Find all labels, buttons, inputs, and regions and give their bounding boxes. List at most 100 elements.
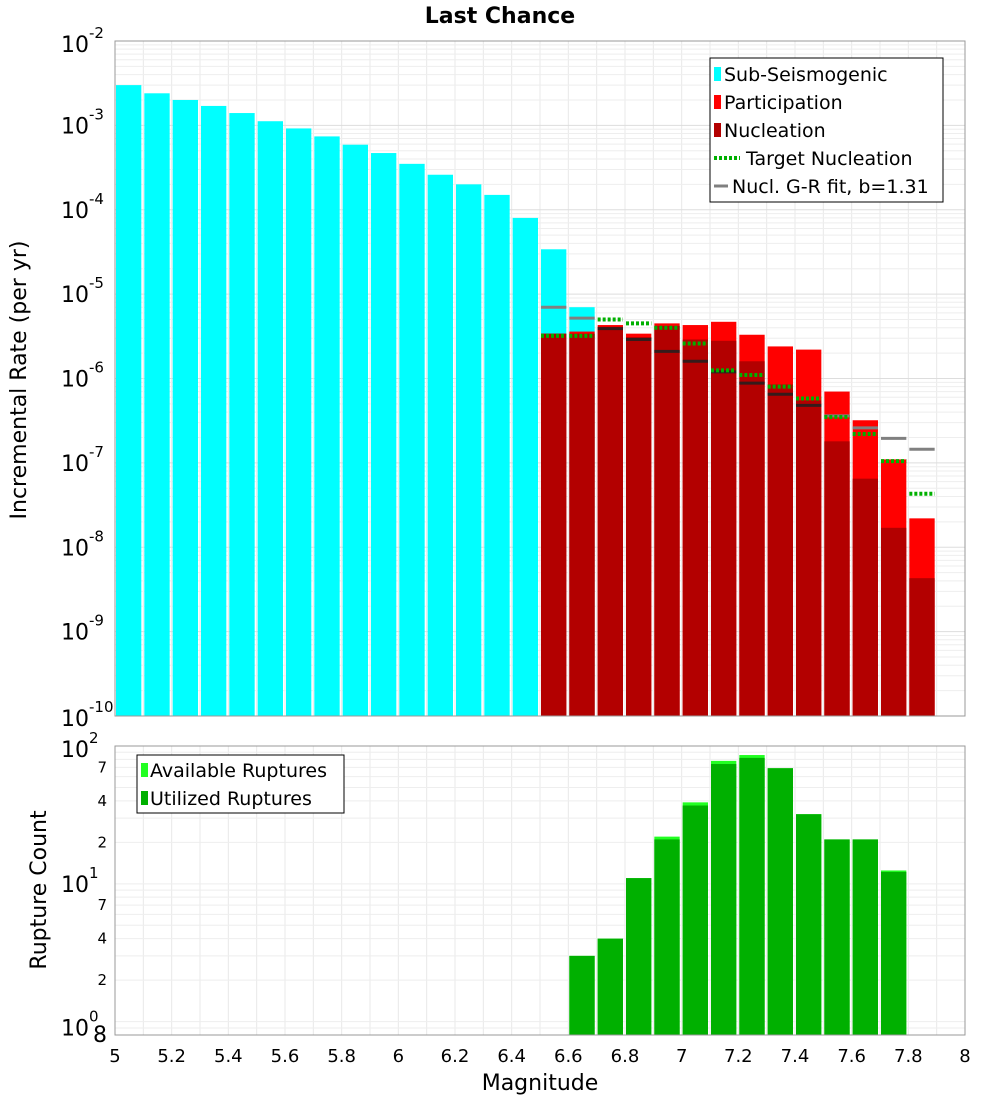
legend-utilized-swatch	[141, 791, 148, 805]
legend-entry: Utilized Ruptures	[150, 788, 312, 810]
legend-entry: Nucl. G-R fit, b=1.31	[732, 176, 929, 198]
sub-seismogenic-bar	[116, 85, 142, 716]
utilized-ruptures-bar	[597, 938, 623, 1035]
top-y-tick-label-base: 10	[61, 536, 89, 561]
bottom-y-tick-label-base: 10	[61, 738, 89, 763]
sub-seismogenic-bar	[286, 128, 312, 716]
x-tick-label: 7.8	[894, 1046, 923, 1067]
bottom-y-tick-label-exponent: 2	[89, 729, 99, 747]
nucleation-bar	[739, 361, 765, 716]
bottom-y-minor-tick-label: 2	[97, 833, 107, 851]
legend-entry: Sub-Seismogenic	[724, 64, 888, 86]
x-tick-label: 5	[109, 1046, 120, 1067]
bottom-y-minor-tick-label: 7	[97, 758, 107, 776]
top-y-tick-label-exponent: -3	[89, 105, 104, 123]
bottom-legend-box	[136, 754, 345, 814]
x-axis-label: Magnitude	[482, 1071, 599, 1096]
sub-seismogenic-bar	[201, 105, 227, 717]
utilized-ruptures-bar	[711, 764, 737, 1035]
utilized-ruptures-bar	[852, 839, 878, 1035]
sub-seismogenic-bar	[456, 184, 482, 717]
top-y-tick-label: 10 -10	[61, 698, 114, 732]
utilized-ruptures-bar	[767, 768, 793, 1035]
x-tick-label: 5.4	[214, 1046, 243, 1067]
x-tick-label: 8	[959, 1046, 970, 1067]
top-y-tick-label-exponent: -2	[89, 24, 104, 42]
legend-participation-swatch	[714, 95, 721, 109]
sub-seismogenic-bar	[484, 194, 510, 716]
sub-seismogenic-bar	[257, 121, 283, 716]
nucleation-bar	[796, 400, 822, 716]
legend-nucleation-swatch	[714, 123, 721, 137]
bottom-y-tick-label: 10 1	[61, 864, 99, 898]
top-y-tick-label: 10 -5	[61, 274, 104, 308]
top-y-tick-label: 10 -9	[61, 612, 104, 646]
top-legend: Sub-Seismogenic Participation Nucleation Ta…	[709, 57, 944, 203]
nucleation-bar	[626, 337, 652, 716]
top-y-tick-label: 10 -3	[61, 105, 104, 139]
sub-seismogenic-bar	[172, 99, 198, 717]
bottom-y-minor-tick-label: 7	[97, 896, 107, 914]
utilized-ruptures-bar	[654, 839, 680, 1035]
utilized-ruptures-bar	[881, 871, 907, 1035]
sub-seismogenic-bar	[144, 93, 170, 716]
sub-seismogenic-bar	[229, 113, 255, 716]
top-y-tick-label-base: 10	[61, 368, 89, 393]
top-y-tick-label: 10 -2	[61, 24, 104, 58]
utilized-ruptures-bar	[739, 757, 765, 1035]
top-plot-frame	[114, 40, 966, 717]
x-tick-label: 5.8	[327, 1046, 356, 1067]
utilized-ruptures-bar	[569, 955, 595, 1035]
nucleation-bar	[852, 478, 878, 716]
legend-entry: Nucleation	[724, 120, 826, 142]
x-tick-label: 5.2	[157, 1046, 186, 1067]
top-y-axis-label: Incremental Rate (per yr)	[7, 241, 32, 520]
legend-sub-seismogenic-swatch	[714, 67, 721, 81]
sub-seismogenic-bar	[512, 217, 538, 716]
x-tick-label: 5.6	[271, 1046, 300, 1067]
nucleation-bar	[881, 527, 907, 716]
bottom-y-minor-tick-label: 4	[97, 930, 107, 948]
top-y-tick-label-exponent: -6	[89, 359, 104, 377]
nucleation-bar	[767, 384, 793, 716]
x-tick-label: 6.6	[554, 1046, 583, 1067]
nucleation-bar	[909, 578, 935, 716]
nucleation-bar	[824, 441, 850, 716]
top-y-tick-label: 10 -4	[61, 190, 104, 224]
bottom-y-tick-label: 10 2	[61, 729, 99, 763]
nucleation-bar	[541, 333, 567, 716]
nucleation-bar	[711, 340, 737, 716]
bottom-y-minor-tick-label: 2	[97, 971, 107, 989]
x-tick-label: 6.4	[497, 1046, 526, 1067]
x-tick-label: 6	[393, 1046, 404, 1067]
bottom-y-minor-tick-label: 4	[97, 792, 107, 810]
top-y-tick-label: 10 -7	[61, 443, 104, 477]
top-y-tick-label-exponent: -4	[89, 190, 104, 208]
top-y-tick-label-base: 10	[61, 199, 89, 224]
utilized-ruptures-bar	[626, 878, 652, 1035]
x-tick-label: 6.8	[611, 1046, 640, 1067]
legend-available-swatch	[141, 763, 148, 777]
bottom-y-corner-label: 8	[93, 1023, 107, 1048]
top-y-tick-label-base: 10	[61, 283, 89, 308]
top-y-tick-label: 10 -8	[61, 527, 104, 561]
nucleation-bar	[569, 333, 595, 716]
x-tick-label: 7.2	[724, 1046, 753, 1067]
top-y-tick-label-base: 10	[61, 707, 89, 732]
sub-seismogenic-bar	[314, 136, 340, 716]
top-y-tick-label-exponent: -5	[89, 274, 104, 292]
legend-entry: Participation	[724, 92, 843, 114]
x-tick-label: 6.2	[441, 1046, 470, 1067]
top-y-tick-label: 10 -6	[61, 359, 104, 393]
bottom-y-tick-label-base: 10	[61, 873, 89, 898]
nucleation-bar	[654, 325, 680, 716]
top-legend-box	[709, 57, 944, 203]
legend-entry: Target Nucleation	[745, 148, 913, 170]
legend-entry: Available Ruptures	[150, 760, 327, 782]
bottom-legend: Available Ruptures Utilized Ruptures	[136, 754, 345, 814]
top-y-tick-label-base: 10	[61, 621, 89, 646]
top-y-tick-label-base: 10	[61, 114, 89, 139]
top-y-tick-label-exponent: -8	[89, 527, 104, 545]
